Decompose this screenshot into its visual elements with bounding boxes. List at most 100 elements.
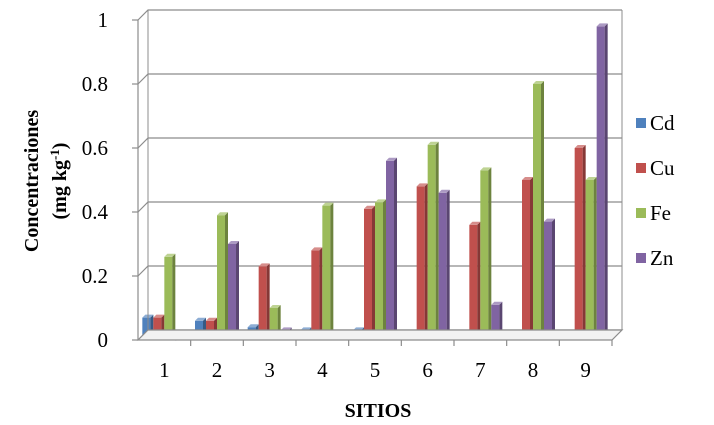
x-tick-label: 5 — [370, 358, 381, 382]
bar-face — [322, 205, 331, 340]
bar-side — [530, 177, 533, 340]
bar-top — [153, 314, 165, 318]
legend-label: Zn — [650, 246, 674, 270]
y-axis-title-line2: (mg kg-1) — [47, 143, 72, 220]
bar-top — [533, 81, 544, 84]
y-axis-unit-prefix: (mg kg — [49, 160, 71, 219]
bar-top — [258, 263, 270, 267]
bar-fe-sitio-2 — [217, 212, 228, 340]
bar-top — [596, 23, 608, 27]
legend-label: Cu — [650, 156, 675, 180]
bar-face — [574, 148, 583, 340]
bar-top — [469, 221, 481, 225]
bar-side — [172, 253, 176, 340]
bar-face — [386, 160, 394, 340]
bar-top — [416, 183, 428, 187]
x-tick-label: 3 — [264, 358, 275, 382]
bar-side — [330, 202, 334, 340]
bar-face — [585, 180, 594, 340]
bar-side — [266, 263, 270, 340]
bar-side — [582, 145, 586, 340]
bar-side — [236, 241, 239, 340]
bar-face — [228, 244, 236, 340]
bar-top — [228, 241, 239, 244]
bar-side — [488, 167, 492, 340]
y-axis-title-line1: Concentraciones — [21, 110, 43, 252]
bar-cu-sitio-7 — [469, 221, 481, 340]
y-tick-label: 0 — [98, 328, 109, 352]
bar-side — [604, 23, 608, 341]
bar-fe-sitio-8 — [533, 81, 544, 340]
bar-face — [311, 250, 320, 340]
bar-face — [544, 221, 552, 340]
bar-top — [544, 218, 555, 222]
bar-side — [435, 141, 439, 340]
bar-cu-sitio-6 — [416, 183, 428, 340]
bar-top — [311, 247, 323, 251]
bar-top — [480, 167, 492, 171]
bar-top — [217, 212, 228, 216]
y-tick-label: 1 — [98, 8, 109, 32]
bar-cu-sitio-5 — [364, 205, 375, 340]
bar-side — [424, 183, 428, 340]
y-tick-labels: 0 0.2 0.4 0.6 0.8 1 — [82, 8, 138, 352]
back-wall — [148, 10, 622, 330]
legend-swatch — [636, 163, 646, 173]
plot-background — [148, 10, 622, 330]
bar-face — [480, 170, 489, 340]
bar-fe-sitio-4 — [322, 202, 334, 340]
bar-face — [164, 256, 173, 340]
x-tick-label: 6 — [422, 358, 433, 382]
bar-fe-sitio-1 — [164, 253, 176, 340]
bar-side — [593, 177, 597, 340]
y-axis-unit-suffix: ) — [49, 143, 71, 150]
y-tick-label: 0.6 — [82, 136, 108, 160]
bar-top — [438, 189, 450, 193]
bar-top — [247, 324, 259, 328]
x-tick-labels: 1 2 3 4 5 6 7 8 9 — [159, 340, 613, 382]
bar-top — [522, 177, 533, 180]
bar-cu-sitio-8 — [522, 177, 533, 340]
legend: Cd Cu Fe Zn — [636, 111, 675, 270]
bar-side — [372, 205, 375, 340]
legend-item-fe: Fe — [636, 201, 671, 225]
bar-zn-sitio-8 — [544, 218, 555, 340]
legend-swatch — [636, 253, 646, 263]
y-axis-unit-sup: -1 — [47, 149, 62, 160]
bar-face — [491, 304, 500, 340]
bar-side — [552, 218, 555, 340]
bar-top — [375, 199, 386, 203]
bar-face — [427, 144, 436, 340]
bar-face — [364, 208, 372, 340]
bar-cu-sitio-4 — [311, 247, 323, 340]
legend-item-cd: Cd — [636, 111, 675, 135]
bar-face — [596, 26, 605, 341]
x-tick-label: 8 — [528, 358, 539, 382]
bar-top — [585, 177, 597, 180]
bar-zn-sitio-9 — [596, 23, 608, 341]
x-tick-label: 2 — [212, 358, 223, 382]
bar-fe-sitio-9 — [585, 177, 597, 340]
bar-cu-sitio-3 — [258, 263, 270, 340]
bar-fe-sitio-7 — [480, 167, 492, 340]
bar-top — [164, 253, 176, 257]
bar-top — [269, 305, 281, 308]
bar-fe-sitio-6 — [427, 141, 439, 340]
bar-face — [416, 186, 425, 340]
bar-side — [394, 157, 397, 340]
bar-face — [533, 84, 541, 340]
bar-face — [469, 224, 478, 340]
x-axis-title: SITIOS — [345, 400, 412, 422]
legend-swatch — [636, 208, 646, 218]
bar-side — [446, 189, 450, 340]
bar-top — [206, 317, 217, 321]
bar-side — [541, 81, 544, 340]
y-tick-label: 0.2 — [82, 264, 108, 288]
bar-fe-sitio-5 — [375, 199, 386, 340]
y-axis-title: Concentraciones (mg kg-1) — [21, 110, 71, 252]
bar-face — [375, 202, 383, 340]
bar-face — [522, 180, 530, 340]
bar-face — [258, 266, 267, 340]
bar-cu-sitio-9 — [574, 145, 586, 340]
